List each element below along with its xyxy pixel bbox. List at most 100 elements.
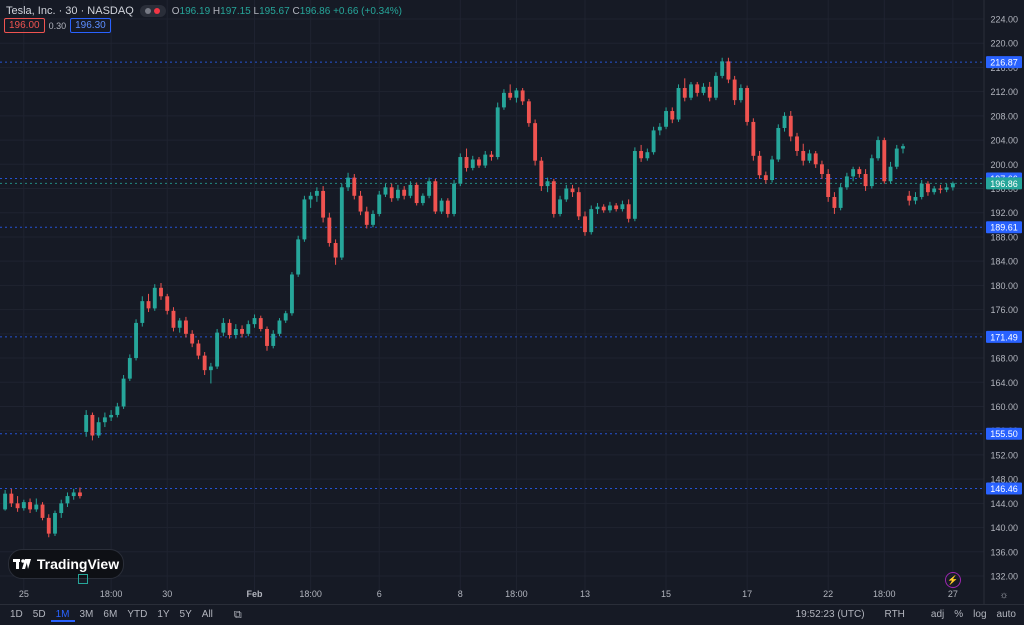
ohlc-values: O196.19 H197.15 L195.67 C196.86 +0.66 (+… (171, 5, 403, 17)
price-level-label: 146.46 (990, 484, 1018, 494)
candle-body (71, 492, 76, 497)
candle-body (676, 88, 681, 120)
candle-body (857, 169, 862, 174)
candle-body (277, 320, 282, 334)
compare-range-icon[interactable]: ⧉ (233, 608, 242, 621)
x-tick-label: Feb (247, 589, 264, 599)
range-button-1d[interactable]: 1D (10, 608, 23, 620)
candle-body (508, 92, 513, 98)
candle-body (283, 313, 288, 321)
range-button-6m[interactable]: 6M (103, 608, 118, 620)
price-level-label: 171.49 (990, 332, 1018, 342)
candle-body (657, 126, 662, 131)
range-button-ytd[interactable]: YTD (127, 608, 148, 620)
y-tick-label: 160.00 (990, 402, 1018, 412)
candle-body (932, 188, 937, 193)
candle-body (115, 406, 120, 415)
candle-body (452, 183, 456, 214)
candle-body (695, 84, 700, 93)
candle-body (433, 181, 438, 212)
candle-body (720, 61, 725, 76)
price-level-label: 189.61 (990, 223, 1018, 233)
candle-body (78, 492, 82, 497)
x-tick-label: 30 (162, 589, 172, 599)
log-toggle[interactable]: log (973, 609, 987, 620)
candle-body (551, 181, 556, 214)
candle-body (40, 504, 45, 518)
candle-body (788, 115, 793, 137)
status-dot-red-icon (154, 8, 161, 14)
candle-body (177, 320, 182, 328)
bottom-toolbar: 1D 5D 1M 3M 6M YTD 1Y 5Y All ⧉ 19:52:23 (UTC) RT… (0, 604, 1024, 625)
candle-body (327, 217, 332, 244)
candle-body (15, 503, 20, 509)
x-tick-label: 18:00 (100, 589, 123, 599)
range-button-all[interactable]: All (201, 608, 213, 620)
candle-body (514, 90, 519, 98)
candle-body (919, 183, 924, 197)
candle-body (28, 502, 32, 510)
candle-body (782, 115, 787, 128)
y-tick-label: 176.00 (990, 305, 1018, 315)
candle-body (938, 188, 943, 190)
auto-toggle[interactable]: auto (996, 609, 1016, 620)
candle-body (458, 157, 463, 184)
candles (3, 57, 955, 538)
candle-body (738, 88, 743, 101)
candle-body (820, 164, 824, 174)
candle-body (489, 154, 494, 158)
candle-body (913, 196, 918, 201)
session-toggle[interactable]: RTH (884, 609, 905, 620)
x-tick-label: 8 (458, 589, 463, 599)
range-button-5d[interactable]: 5D (32, 608, 46, 620)
candle-body (888, 166, 893, 182)
symbol-title[interactable]: Tesla, Inc. · 30 · NASDAQ (6, 5, 134, 17)
candle-body (321, 190, 326, 218)
price-axis-bg (984, 0, 1024, 604)
candle-body (813, 153, 818, 165)
x-tick-label: 27 (948, 589, 958, 599)
tradingview-logo[interactable]: TradingView (8, 549, 124, 579)
sell-button[interactable]: 196.00 (4, 18, 45, 33)
candle-body (470, 159, 475, 168)
bottom-right-controls: 19:52:23 (UTC) RTH adj % log auto (796, 609, 1016, 620)
candle-body (926, 183, 930, 193)
candle-body (601, 206, 606, 211)
price-level-tag (986, 482, 1022, 495)
candle-body (707, 86, 712, 98)
y-tick-label: 200.00 (990, 160, 1018, 170)
candle-body (570, 188, 575, 193)
range-buttons: 1D 5D 1M 3M 6M YTD 1Y 5Y All (0, 609, 218, 622)
candle-body (477, 159, 481, 166)
candle-body (651, 130, 656, 153)
y-tick-label: 152.00 (990, 450, 1018, 460)
market-status-indicator[interactable] (139, 5, 166, 17)
candle-body (265, 328, 269, 346)
buy-button[interactable]: 196.30 (70, 18, 111, 33)
go-to-date-icon[interactable] (78, 574, 88, 584)
candle-body (639, 150, 644, 159)
candle-body (645, 152, 650, 159)
range-button-1y[interactable]: 1Y (157, 608, 170, 620)
candle-body (950, 183, 955, 188)
range-button-5y[interactable]: 5Y (179, 608, 192, 620)
x-tick-label: 6 (377, 589, 382, 599)
candle-body (102, 417, 107, 423)
candle-body (402, 189, 407, 196)
y-tick-label: 144.00 (990, 499, 1018, 509)
candle-body (202, 355, 207, 371)
candle-body (134, 322, 138, 359)
candlestick-chart[interactable]: 132.00136.00140.00144.00148.00152.00156.… (0, 0, 1024, 604)
candle-body (21, 502, 26, 509)
candle-body (545, 181, 550, 187)
candle-body (894, 148, 899, 167)
range-button-1m[interactable]: 1M (50, 609, 75, 622)
flash-icon[interactable]: ⚡ (945, 572, 961, 588)
candle-body (801, 150, 806, 161)
candle-body (807, 153, 812, 161)
adj-toggle[interactable]: adj (930, 609, 945, 620)
percent-toggle[interactable]: % (954, 609, 964, 620)
y-tick-label: 184.00 (990, 257, 1018, 267)
price-level-tag (986, 56, 1022, 69)
range-button-3m[interactable]: 3M (79, 608, 94, 620)
